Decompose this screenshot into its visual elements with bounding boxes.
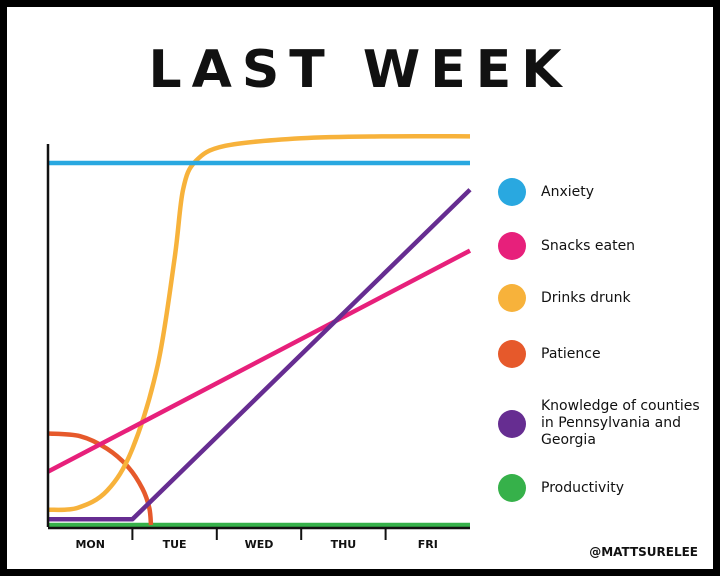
legend-item-drinks-drunk: Drinks drunk <box>498 284 713 312</box>
chart-title: LAST WEEK <box>148 40 572 100</box>
x-tick-label-thu: THU <box>331 538 357 551</box>
legend-item-knowledge-of-counties-in-pennsylvania-and-georgia: Knowledge of counties in Pennsylvania an… <box>498 398 713 449</box>
legend-label: Drinks drunk <box>541 289 631 306</box>
legend-item-productivity: Productivity <box>498 474 713 502</box>
legend-item-snacks-eaten: Snacks eaten <box>498 232 713 260</box>
series-layer <box>46 133 472 528</box>
legend-label: Knowledge of counties in Pennsylvania an… <box>541 398 700 448</box>
series-line-snacks-eaten <box>46 248 472 474</box>
x-tick-label-tue: TUE <box>163 538 187 551</box>
legend-label: Anxiety <box>541 183 595 200</box>
legend-item-anxiety: Anxiety <box>498 178 713 206</box>
axis-layer: MON TUE WED THU FRI <box>46 144 470 551</box>
legend-label: Productivity <box>541 479 624 496</box>
legend-item-patience: Patience <box>498 340 713 368</box>
legend-swatch <box>498 474 526 502</box>
series-line-knowledge-of-counties-in-pennsylvania-and-georgia <box>48 188 472 522</box>
x-tick-label-wed: WED <box>245 538 274 551</box>
series-line-patience <box>47 431 154 526</box>
series-line-drinks-drunk <box>47 133 471 513</box>
x-tick-label-mon: MON <box>75 538 105 551</box>
legend-swatch <box>498 284 526 312</box>
legend-label: Snacks eaten <box>541 237 636 254</box>
legend-label: Patience <box>541 345 601 362</box>
legend-swatch <box>498 340 526 368</box>
x-tick-label-fri: FRI <box>418 538 438 551</box>
legend-swatch <box>498 178 526 206</box>
legend-swatch <box>498 409 526 438</box>
legend-swatch <box>498 232 526 260</box>
credit-text: @MATTSURELEE <box>589 545 698 559</box>
chart-frame <box>7 7 713 569</box>
